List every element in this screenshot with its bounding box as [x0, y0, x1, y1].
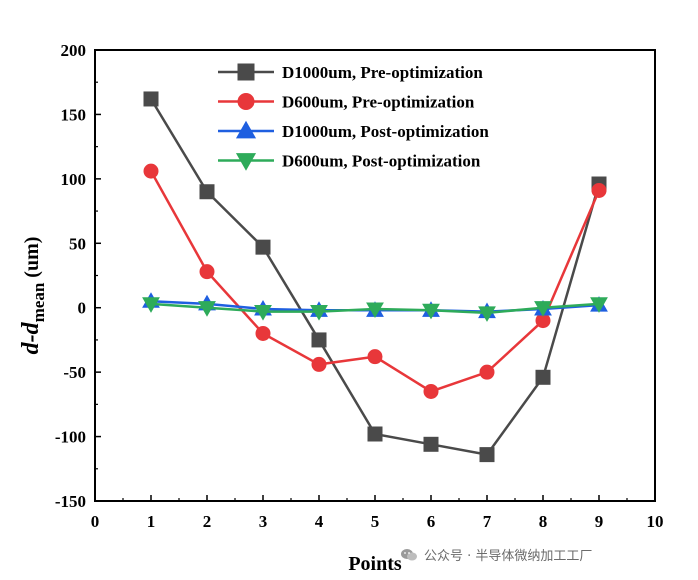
data-point	[199, 264, 215, 280]
wechat-icon	[401, 548, 417, 560]
axes-layer: 0 1 2 3 4 5 6 7 8 9 10 -150 -100 -50 0 50 100 150 200	[55, 41, 664, 531]
data-point	[366, 302, 384, 319]
series-4	[142, 297, 608, 322]
series-layer	[142, 91, 608, 463]
y-title-main: d-d	[18, 321, 44, 354]
x-tick-label: 6	[427, 512, 436, 531]
y-tick-label: -100	[55, 428, 86, 447]
data-point	[198, 301, 216, 317]
data-point	[478, 306, 496, 322]
x-tick-label: 8	[539, 512, 548, 531]
y-tick-label: -50	[63, 363, 86, 382]
x-tick-label: 9	[595, 512, 604, 531]
data-point	[422, 303, 440, 320]
y-tick-label: 100	[61, 170, 87, 189]
data-point	[534, 301, 552, 317]
legend-label: D1000um, Post-optimization	[282, 122, 489, 141]
data-point	[255, 239, 271, 255]
legend-marker	[235, 153, 257, 171]
series-1	[143, 91, 607, 463]
x-tick-label: 0	[91, 512, 100, 531]
legend-label: D1000um, Pre-optimization	[282, 63, 483, 82]
legend: D1000um, Pre-optimization D600um, Pre-opt…	[218, 63, 489, 171]
data-point	[311, 332, 327, 348]
series-2	[143, 163, 607, 399]
legend-marker	[237, 93, 255, 110]
x-tick-label: 5	[371, 512, 380, 531]
legend-label: D600um, Pre-optimization	[282, 93, 475, 112]
data-point	[591, 182, 607, 198]
data-point	[590, 297, 608, 313]
data-point	[367, 349, 383, 365]
y-axis-title: d-dmean (um)	[18, 237, 48, 355]
x-tick-label: 3	[259, 512, 268, 531]
y-tick-label: 0	[78, 299, 87, 318]
legend-entry: D600um, Post-optimization	[218, 152, 481, 171]
watermark-text: 公众号 · 半导体微纳加工工厂	[424, 549, 593, 564]
data-point	[199, 184, 215, 200]
data-point	[255, 325, 271, 341]
data-point	[311, 356, 327, 372]
data-point	[423, 436, 439, 452]
data-point	[143, 163, 159, 179]
y-tick-label: -150	[55, 492, 86, 511]
legend-entry: D1000um, Post-optimization	[218, 120, 489, 141]
legend-entry: D600um, Pre-optimization	[218, 93, 475, 112]
data-point	[143, 91, 159, 107]
y-title-subscript: mean	[29, 282, 48, 322]
data-point	[142, 297, 160, 313]
y-title-unit: (um)	[21, 237, 43, 283]
x-tick-label: 10	[647, 512, 664, 531]
x-tick-label: 7	[483, 512, 492, 531]
data-point	[479, 447, 495, 463]
watermark: 公众号 · 半导体微纳加工工厂	[400, 545, 592, 564]
y-tick-label: 50	[69, 234, 86, 253]
x-axis-title: Points	[348, 553, 402, 575]
legend-marker	[237, 63, 255, 81]
x-tick-label: 4	[315, 512, 324, 531]
legend-marker	[235, 120, 257, 139]
data-point	[535, 369, 551, 385]
legend-label: D600um, Post-optimization	[282, 152, 481, 171]
data-point	[479, 364, 495, 380]
legend-entry: D1000um, Pre-optimization	[218, 63, 483, 82]
y-tick-label: 200	[61, 41, 87, 60]
x-tick-label: 2	[203, 512, 212, 531]
data-point	[423, 383, 439, 399]
x-tick-label: 1	[147, 512, 156, 531]
data-point	[367, 426, 383, 442]
data-point	[310, 305, 328, 321]
y-tick-label: 150	[61, 105, 87, 124]
data-point	[254, 305, 272, 321]
